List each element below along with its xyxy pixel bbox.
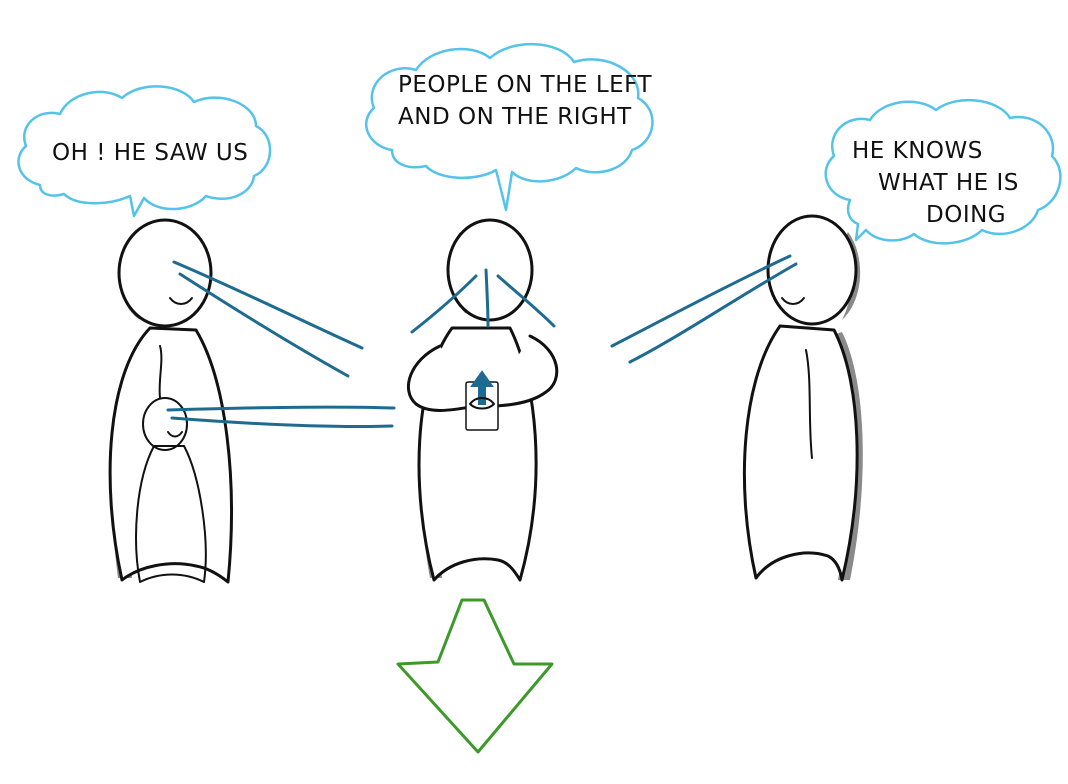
- figure-right-body-shadow: [836, 332, 863, 580]
- down-arrow-icon: [396, 598, 554, 754]
- figure-right-smile: [781, 297, 805, 305]
- phone-hands: [469, 397, 495, 410]
- child-smile: [167, 431, 183, 438]
- bubble-center-line-1: PEOPLE ON THE LEFT: [398, 72, 653, 98]
- gaze-lines: [166, 254, 798, 429]
- speech-bubble-right: HE KNOWS WHAT HE IS DOING: [824, 98, 1062, 245]
- child-head: [142, 397, 188, 451]
- bubble-outline-center: [364, 42, 654, 212]
- bubble-right-line-3: DOING: [926, 202, 1006, 228]
- child-body: [135, 445, 207, 583]
- bubble-right-line-1: HE KNOWS: [852, 138, 983, 164]
- figure-center: [406, 218, 559, 582]
- figure-center-arms: [406, 334, 559, 412]
- gaze-right-lower: [628, 262, 798, 364]
- bubble-text-center: PEOPLE ON THE LEFT AND ON THE RIGHT: [398, 72, 660, 130]
- figure-left-head: [117, 218, 213, 328]
- figure-left-smile: [169, 297, 193, 305]
- phone-with-up-arrow-icon: [465, 370, 499, 431]
- bubble-center-line-2: AND ON THE RIGHT: [398, 104, 632, 130]
- bubble-outline-left: [17, 85, 272, 218]
- bubble-text-left: OH ! HE SAW US: [52, 140, 248, 166]
- gaze-child-upper: [166, 405, 396, 412]
- gaze-right-upper: [610, 254, 792, 348]
- figure-left-child: [135, 345, 207, 583]
- gaze-center-left: [410, 274, 478, 334]
- figure-right: [742, 214, 863, 582]
- child-arm-line: [158, 345, 163, 399]
- gaze-left-adult-upper: [172, 260, 364, 350]
- bubble-text-right: HE KNOWS WHAT HE IS DOING: [852, 138, 1027, 228]
- speech-bubble-center: PEOPLE ON THE LEFT AND ON THE RIGHT: [364, 42, 660, 212]
- figure-left-adult: [108, 218, 233, 584]
- speech-bubble-left: OH ! HE SAW US: [17, 85, 272, 218]
- figure-right-body: [742, 324, 859, 582]
- bubble-right-line-2: WHAT HE IS: [878, 170, 1019, 196]
- bubble-outline-right: [824, 98, 1062, 245]
- phone-up-arrow: [470, 370, 494, 405]
- gaze-left-adult-lower: [178, 272, 350, 378]
- gaze-center-right: [496, 274, 556, 328]
- gaze-child-lower: [170, 416, 394, 429]
- bubble-left-line-1: OH ! HE SAW US: [52, 140, 248, 166]
- figure-right-arm-line: [805, 349, 813, 459]
- figure-right-head: [766, 214, 858, 326]
- figure-center-head: [446, 218, 534, 322]
- gaze-center-middle: [484, 268, 490, 328]
- figure-left-body: [108, 326, 233, 584]
